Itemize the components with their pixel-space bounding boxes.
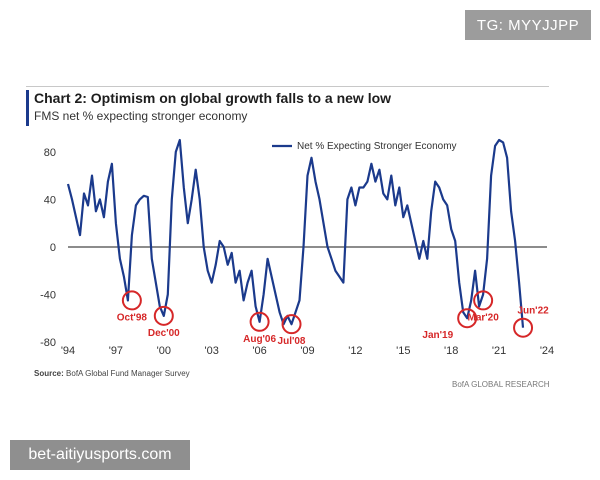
watermark-top-text: TG: MYYJJPP xyxy=(476,16,580,34)
annotation-label: Jun'22 xyxy=(517,306,549,317)
source-text: BofA Global Fund Manager Survey xyxy=(66,369,190,378)
chart-title: Chart 2: Optimism on global growth falls… xyxy=(34,90,392,106)
annotation-label: Aug'06 xyxy=(243,334,276,345)
y-tick-label: 40 xyxy=(44,194,56,206)
annotation-circle xyxy=(249,311,270,332)
x-tick-label: '15 xyxy=(396,345,410,357)
annotation-circle xyxy=(281,314,302,335)
annotation-label: Mar'20 xyxy=(467,312,499,323)
title-accent-bar xyxy=(26,90,29,126)
annotation-circle xyxy=(457,308,478,329)
annotation-label: Oct'98 xyxy=(117,312,148,323)
x-tick-label: '94 xyxy=(61,345,75,357)
watermark-bottom: bet-aitiyusports.com xyxy=(10,440,190,470)
annotation-circle xyxy=(513,317,534,338)
x-tick-label: '18 xyxy=(444,345,458,357)
brand-label: BofA GLOBAL RESEARCH xyxy=(452,380,550,389)
watermark-top: TG: MYYJJPP xyxy=(465,10,591,40)
series-line xyxy=(66,138,525,328)
y-tick-label: 80 xyxy=(44,147,56,159)
y-tick-label: 0 xyxy=(50,242,56,254)
y-tick-label: -40 xyxy=(40,289,56,301)
x-tick-label: '03 xyxy=(205,345,219,357)
watermark-bottom-text: bet-aitiyusports.com xyxy=(28,446,172,463)
chart-top-rule xyxy=(26,86,549,87)
annotation-label: Jul'08 xyxy=(278,336,306,347)
annotation-label: Jan'19 xyxy=(422,330,453,341)
source-label: Source: xyxy=(34,369,64,378)
annotation-circle xyxy=(153,305,174,326)
x-tick-label: '09 xyxy=(300,345,314,357)
x-tick-label: '24 xyxy=(540,345,554,357)
plot-area: 80 40 0 -40 -80 '94 '97 '00 '03 '06 '09 '12 '15 '18 '2… xyxy=(40,138,554,357)
x-tick-label: '06 xyxy=(252,345,266,357)
source-line: Source: BofA Global Fund Manager Survey xyxy=(34,369,190,378)
x-tick-label: '12 xyxy=(348,345,362,357)
x-tick-label: '97 xyxy=(109,345,123,357)
x-tick-label: '21 xyxy=(492,345,506,357)
annotation-label: Dec'00 xyxy=(148,328,180,339)
chart-subtitle: FMS net % expecting stronger economy xyxy=(34,109,248,123)
y-tick-label: -80 xyxy=(40,337,56,349)
legend-label: Net % Expecting Stronger Economy xyxy=(297,141,457,152)
x-tick-label: '00 xyxy=(157,345,171,357)
annotation-circle xyxy=(121,290,142,311)
annotation-circle xyxy=(473,290,494,311)
